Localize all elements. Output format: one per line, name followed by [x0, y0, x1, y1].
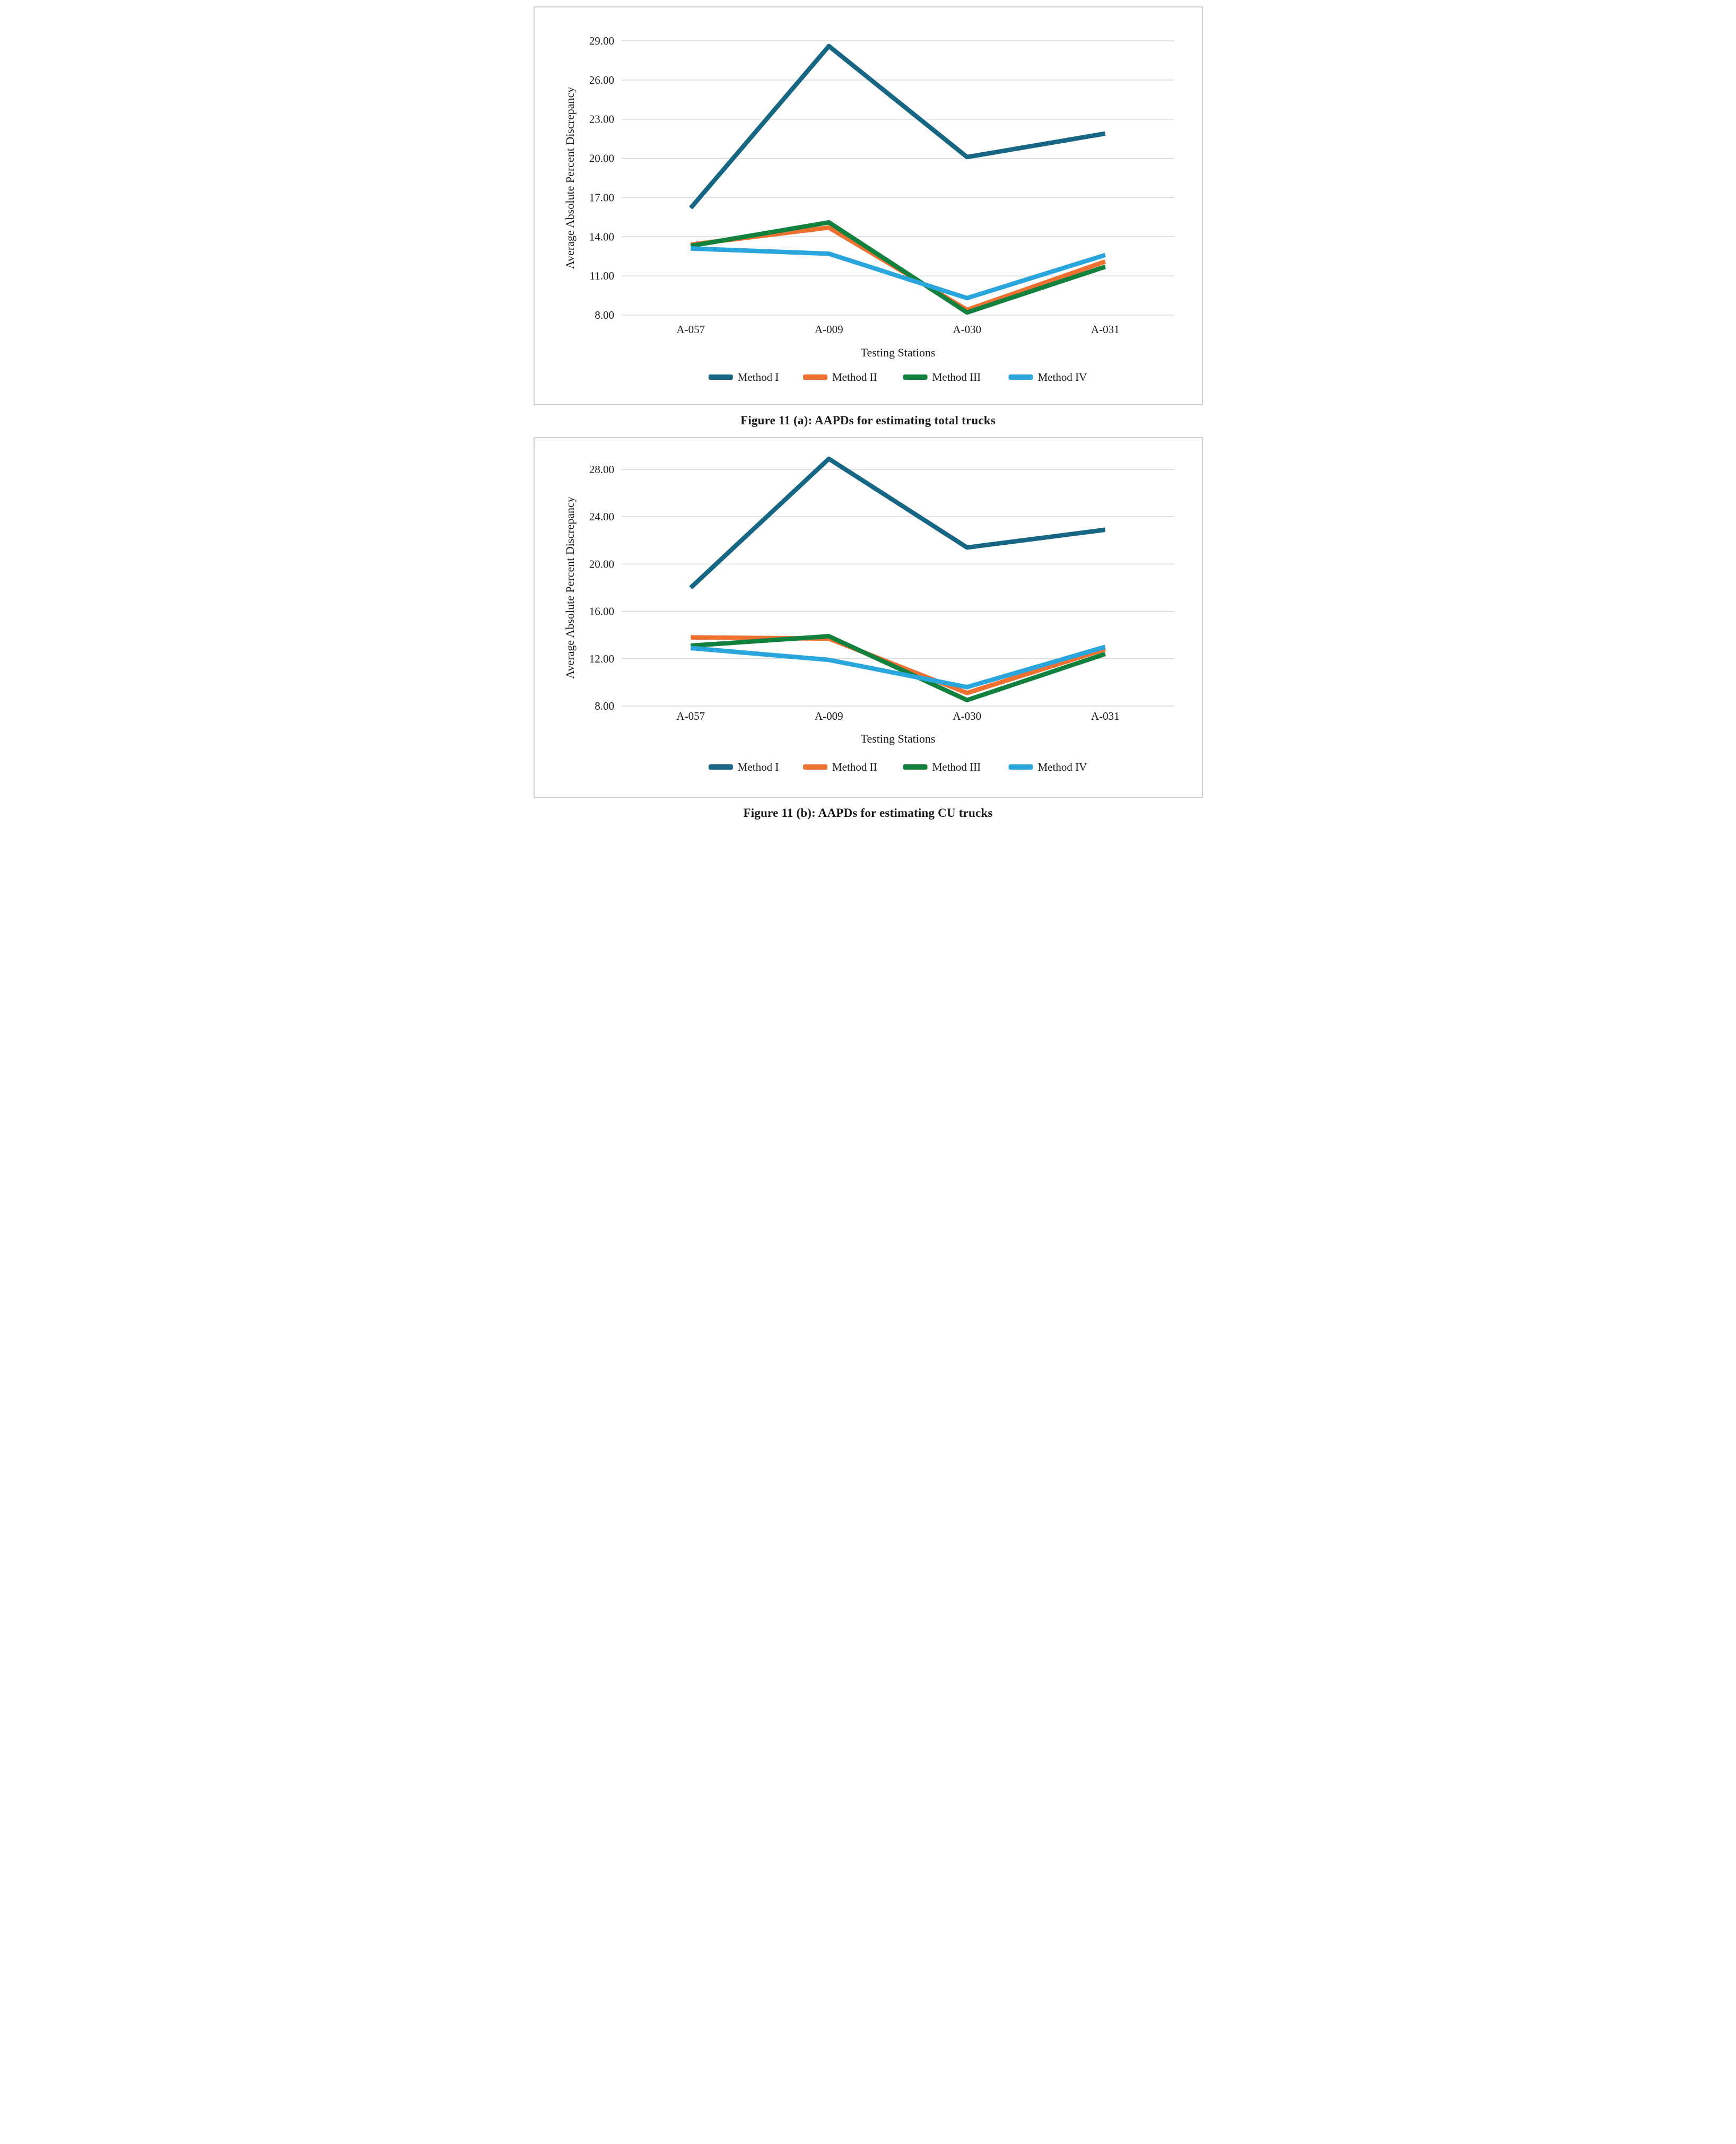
line-chart-cu-trucks: 8.00 12.00 16.00 20.00 24.00 28.00 Average Abs…	[563, 456, 1174, 773]
series-line-method-i	[688, 43, 1105, 210]
y-tick-label: 23.00	[589, 113, 614, 126]
y-tick-label: 20.00	[589, 152, 614, 165]
legend-label-method-iii: Method III	[932, 761, 981, 773]
y-axis-title: Average Absolute Percent Discrepancy	[563, 496, 577, 679]
y-tick-label: 26.00	[589, 74, 614, 86]
legend-swatch-method-ii	[802, 764, 827, 770]
y-axis-title: Average Absolute Percent Discrepancy	[563, 87, 577, 269]
y-tick-label: 11.00	[589, 269, 614, 282]
x-tick-label: A-031	[1091, 323, 1119, 336]
x-tick-label: A-009	[814, 323, 843, 336]
y-tick-label: 28.00	[589, 463, 614, 476]
y-tick-label: 29.00	[589, 34, 614, 47]
y-tick-label: 17.00	[589, 191, 614, 204]
x-tick-label: A-057	[676, 323, 705, 336]
chart-panel-b: 8.00 12.00 16.00 20.00 24.00 28.00 Average Abs…	[533, 437, 1203, 798]
x-tick-label: A-057	[676, 710, 705, 722]
series-line-method-iii	[690, 220, 1106, 315]
legend-swatch-method-iv	[1008, 764, 1033, 770]
line-chart-total-trucks: 8.00 11.00 14.00 17.00 20.00 23.00 26.00 29.00 A…	[563, 34, 1174, 384]
y-tick-label: 16.00	[589, 605, 614, 618]
legend-label-method-ii: Method II	[832, 371, 877, 384]
x-axis-title: Testing Stations	[860, 346, 935, 359]
x-tick-label: A-031	[1091, 710, 1119, 722]
y-tick-label: 20.00	[589, 557, 614, 570]
legend-swatch-method-i	[708, 374, 733, 380]
legend-swatch-method-iii	[903, 764, 928, 770]
legend-label-method-iv: Method IV	[1037, 761, 1087, 773]
y-tick-label: 8.00	[595, 700, 614, 712]
page: 8.00 11.00 14.00 17.00 20.00 23.00 26.00 29.00 A…	[521, 0, 1215, 843]
x-tick-label: A-030	[953, 710, 981, 722]
legend-swatch-method-iv	[1008, 374, 1033, 380]
legend-label-method-ii: Method II	[832, 761, 877, 773]
y-tick-label: 12.00	[589, 652, 614, 665]
legend-label-method-i: Method I	[737, 371, 779, 384]
y-tick-label: 14.00	[589, 230, 614, 243]
legend-label-method-iv: Method IV	[1037, 371, 1087, 384]
series-line-method-iv	[690, 246, 1106, 301]
caption-figure-11b: Figure 11 (b): AAPDs for estimating CU t…	[743, 806, 993, 820]
y-tick-label: 8.00	[595, 309, 614, 321]
legend-swatch-method-ii	[802, 374, 827, 380]
legend-swatch-method-iii	[903, 374, 928, 380]
y-tick-label: 24.00	[589, 510, 614, 523]
legend-label-method-i: Method I	[737, 761, 779, 773]
series-line-method-iii	[690, 634, 1106, 703]
x-tick-label: A-009	[814, 710, 843, 722]
chart-panel-a: 8.00 11.00 14.00 17.00 20.00 23.00 26.00 29.00 A…	[533, 6, 1203, 405]
caption-figure-11a: Figure 11 (a): AAPDs for estimating tota…	[740, 414, 996, 427]
x-tick-label: A-030	[953, 323, 981, 336]
legend-label-method-iii: Method III	[932, 371, 981, 384]
x-axis-title: Testing Stations	[860, 732, 935, 745]
legend-swatch-method-i	[708, 764, 733, 770]
series-line-method-iv	[690, 644, 1106, 690]
series-line-method-i	[688, 456, 1105, 590]
